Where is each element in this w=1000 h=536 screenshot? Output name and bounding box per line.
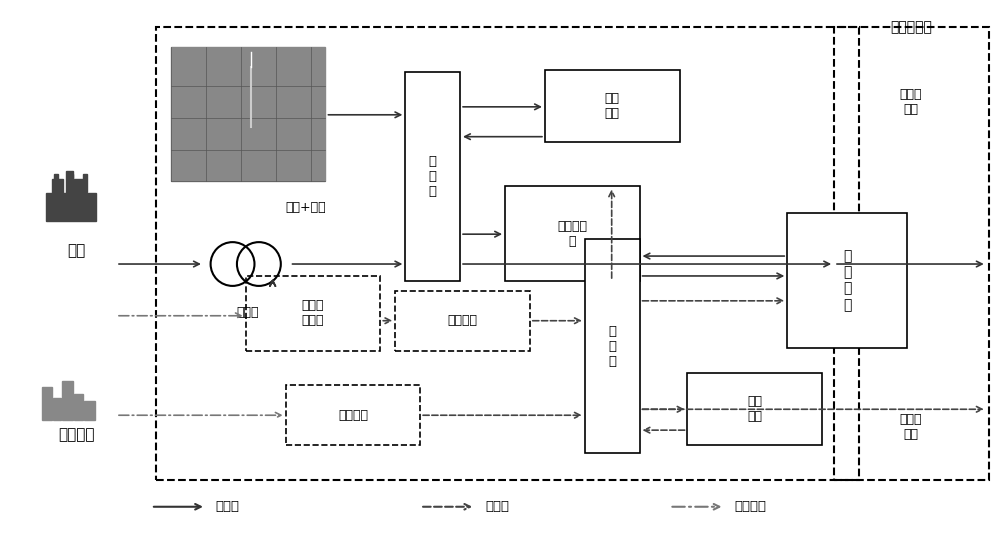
FancyBboxPatch shape	[787, 213, 907, 347]
FancyBboxPatch shape	[246, 276, 380, 351]
FancyBboxPatch shape	[545, 70, 680, 142]
Bar	[46, 193, 96, 221]
Bar	[83, 174, 87, 192]
Bar	[74, 394, 83, 420]
Bar	[84, 400, 95, 420]
Bar	[42, 388, 52, 420]
Text: 储电
装置: 储电 装置	[605, 92, 620, 120]
FancyBboxPatch shape	[585, 239, 640, 453]
Bar	[66, 171, 73, 193]
Text: 电转热装
置: 电转热装 置	[557, 220, 587, 248]
Text: 集
热
器: 集 热 器	[608, 325, 616, 368]
Text: 天然气网: 天然气网	[58, 428, 94, 443]
Text: 热能流: 热能流	[485, 500, 509, 513]
Text: 燃气锅炉: 燃气锅炉	[338, 409, 368, 422]
Text: 系统总负荷: 系统总负荷	[890, 20, 932, 34]
Text: 集
电
器: 集 电 器	[429, 155, 437, 198]
FancyBboxPatch shape	[286, 385, 420, 445]
Text: 电能流: 电能流	[216, 500, 240, 513]
Text: 储热
装置: 储热 装置	[747, 395, 762, 423]
FancyBboxPatch shape	[505, 187, 640, 281]
FancyBboxPatch shape	[687, 374, 822, 445]
Bar	[69, 174, 73, 192]
Bar	[53, 398, 61, 420]
Bar	[52, 180, 63, 193]
Text: 刚性热
负荷: 刚性热 负荷	[900, 413, 922, 441]
Text: 刚性电
负荷: 刚性电 负荷	[900, 88, 922, 116]
Text: 余热锅炉: 余热锅炉	[448, 314, 478, 327]
FancyBboxPatch shape	[395, 291, 530, 351]
Text: 广
义
储
能: 广 义 储 能	[843, 249, 851, 312]
Bar	[171, 47, 325, 182]
Bar	[54, 174, 58, 192]
Bar	[74, 180, 85, 193]
Text: 光伏+风电: 光伏+风电	[285, 202, 326, 214]
Text: 变压器: 变压器	[236, 306, 259, 319]
Text: 天然气流: 天然气流	[734, 500, 766, 513]
Bar	[62, 381, 73, 420]
Text: 电网: 电网	[67, 243, 85, 258]
FancyBboxPatch shape	[405, 72, 460, 281]
Text: 热电联
产机组: 热电联 产机组	[302, 299, 324, 327]
